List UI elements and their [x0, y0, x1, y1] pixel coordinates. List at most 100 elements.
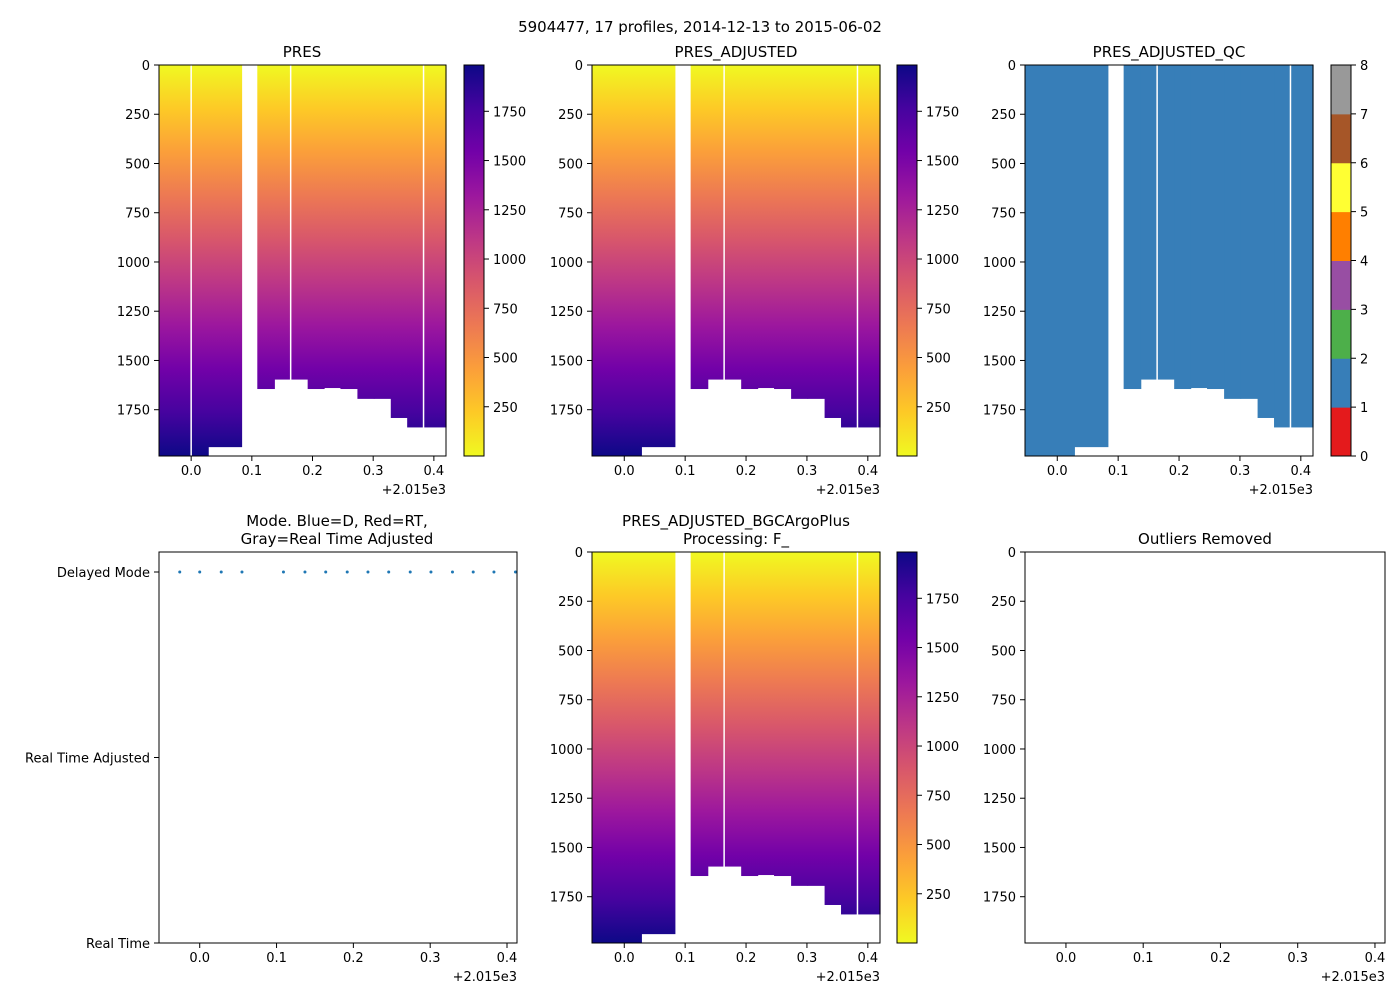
profile-column [824, 552, 842, 905]
mode-point [303, 570, 307, 574]
y-tick-label: 500 [125, 157, 150, 172]
profile-column [857, 552, 881, 915]
x-tick-label: 0.3 [363, 464, 384, 479]
colorbar-tick-label: 8 [1360, 59, 1368, 74]
colorbar-tick-label: 7 [1360, 108, 1368, 123]
colorbar-tick-label: 4 [1360, 255, 1368, 270]
x-tick-label: 0.0 [189, 951, 210, 966]
y-tick-label: 500 [991, 157, 1016, 172]
y-tick-label: 1750 [550, 404, 583, 419]
y-tick-label: 1250 [983, 792, 1016, 807]
mode-point [219, 570, 223, 574]
colorbar-tick-label: 0 [1360, 450, 1368, 465]
y-tick-label: 1500 [983, 354, 1016, 369]
y-tick-label: 750 [125, 207, 150, 222]
profile-column [208, 65, 243, 448]
y-tick-label: 750 [991, 207, 1016, 222]
axes-frame [158, 551, 518, 944]
x-tick-label: 0.1 [241, 464, 262, 479]
profile-column [1190, 65, 1208, 389]
colorbar-segment [1331, 65, 1351, 115]
x-tick-label: 0.1 [675, 951, 696, 966]
colorbar-segment [1331, 309, 1351, 359]
colorbar-segment [1331, 113, 1351, 164]
y-tick-label: 1500 [983, 841, 1016, 856]
mode-point [240, 570, 244, 574]
y-category-label: Real Time [86, 937, 150, 952]
profile-column [290, 65, 309, 380]
y-tick-label: 750 [558, 207, 583, 222]
mode-point [178, 570, 182, 574]
profile-column [1274, 65, 1292, 428]
colorbar-segment [1331, 407, 1351, 457]
colorbar-tick-label: 250 [493, 401, 518, 416]
profile-column [690, 65, 709, 390]
y-tick-label: 0 [1008, 546, 1016, 561]
y-tick-label: 750 [991, 694, 1016, 709]
x-tick-label: 0.4 [857, 464, 878, 479]
profile-column [807, 552, 826, 886]
x-axis-offset-label: +2.015e3 [816, 483, 880, 498]
profile-column [1157, 65, 1175, 380]
colorbar-tick-label: 1000 [926, 253, 959, 268]
x-tick-label: 0.4 [424, 464, 445, 479]
mode-point [492, 570, 496, 574]
profile-column [340, 65, 359, 390]
axes-frame [1024, 64, 1314, 457]
colorbar-segment [1331, 260, 1351, 310]
x-tick-label: 0.4 [497, 951, 518, 966]
x-axis-offset-label: +2.015e3 [453, 970, 517, 985]
x-tick-label: 0.3 [797, 951, 818, 966]
axes-frame [1024, 551, 1386, 944]
mode-point [281, 570, 285, 574]
profile-column [641, 65, 676, 448]
y-tick-label: 1250 [983, 305, 1016, 320]
x-tick-label: 0.2 [343, 951, 364, 966]
y-tick-label: 1000 [983, 743, 1016, 758]
mode-point [345, 570, 349, 574]
profile-column [1074, 65, 1109, 448]
y-tick-label: 1000 [117, 256, 150, 271]
profile-column [807, 65, 826, 399]
y-tick-label: 1250 [550, 792, 583, 807]
panel-mode: Mode. Blue=D, Red=RT, Gray=Real Time Adj… [25, 512, 518, 985]
mode-point [471, 570, 475, 574]
colorbar-tick-label: 1250 [493, 204, 526, 219]
panel-title-line-1: Mode. Blue=D, Red=RT, [246, 512, 428, 530]
profile-column [1025, 65, 1075, 456]
profile-column [159, 65, 192, 456]
y-tick-label: 1500 [550, 841, 583, 856]
y-tick-label: 250 [125, 108, 150, 123]
x-axis-offset-label: +2.015e3 [382, 483, 446, 498]
x-tick-label: 0.0 [1056, 951, 1077, 966]
mode-point [408, 570, 412, 574]
colorbar-tick-label: 1250 [926, 691, 959, 706]
y-tick-label: 1000 [983, 256, 1016, 271]
y-tick-label: 0 [142, 59, 150, 74]
colorbar-gradient [897, 552, 917, 943]
profile-column [1257, 65, 1275, 418]
panel-title-line-1: PRES_ADJUSTED_BGCArgoPlus [622, 512, 850, 531]
profile-column [423, 65, 447, 428]
x-tick-label: 0.0 [614, 464, 635, 479]
colorbar-tick-label: 1750 [493, 105, 526, 120]
x-tick-label: 0.2 [1210, 951, 1231, 966]
y-tick-label: 1750 [550, 891, 583, 906]
colorbar-tick-label: 5 [1360, 206, 1368, 221]
x-tick-label: 0.1 [266, 951, 287, 966]
profile-column [274, 65, 292, 380]
x-tick-label: 0.4 [857, 951, 878, 966]
profile-column [1240, 65, 1259, 399]
axes-frame [158, 64, 447, 457]
colorbar-tick-label: 3 [1360, 303, 1368, 318]
x-tick-label: 0.3 [1287, 951, 1308, 966]
y-tick-label: 750 [558, 694, 583, 709]
profile-column [1224, 65, 1242, 399]
colorbar-tick-label: 2 [1360, 352, 1368, 367]
y-tick-label: 0 [575, 546, 583, 561]
x-tick-label: 0.1 [1133, 951, 1154, 966]
panel-title: Outliers Removed [1138, 530, 1272, 548]
panel-pres-adjusted: PRES_ADJUSTED 0.0 0.1 0.2 0.3 0.4 +2.015e3 0 25… [550, 43, 959, 498]
y-tick-label: 250 [558, 108, 583, 123]
